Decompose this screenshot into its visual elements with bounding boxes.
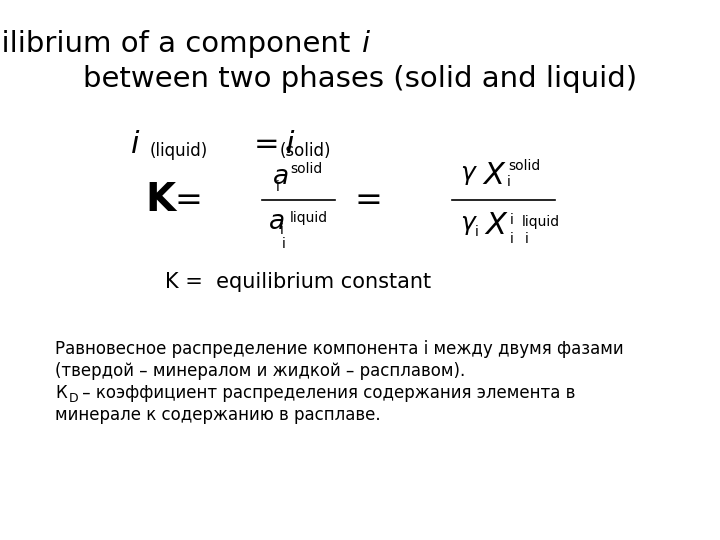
Text: i: i xyxy=(282,237,286,251)
Text: liquid: liquid xyxy=(290,211,328,225)
Text: (твердой – минералом и жидкой – расплавом).: (твердой – минералом и жидкой – расплаво… xyxy=(55,362,465,380)
Text: i: i xyxy=(362,30,370,58)
Text: i: i xyxy=(510,232,514,246)
Text: $\mathit{a}$: $\mathit{a}$ xyxy=(268,209,284,235)
Text: $\mathit{a}$: $\mathit{a}$ xyxy=(272,164,289,190)
Text: i: i xyxy=(510,213,514,227)
Text: liquid: liquid xyxy=(522,215,560,229)
Text: D: D xyxy=(69,392,78,405)
Text: $\mathit{\gamma}$: $\mathit{\gamma}$ xyxy=(460,163,478,187)
Text: (solid): (solid) xyxy=(280,142,331,160)
Text: Равновесное распределение компонента i между двумя фазами: Равновесное распределение компонента i м… xyxy=(55,340,624,358)
Text: =: = xyxy=(175,184,203,217)
Text: $\mathit{X}$: $\mathit{X}$ xyxy=(482,160,507,190)
Text: $\mathit{\gamma}$: $\mathit{\gamma}$ xyxy=(460,213,478,237)
Text: i: i xyxy=(507,175,511,189)
Text: between two phases (solid and liquid): between two phases (solid and liquid) xyxy=(83,65,637,93)
Text: =: = xyxy=(355,184,383,217)
Text: минерале к содержанию в расплаве.: минерале к содержанию в расплаве. xyxy=(55,406,381,424)
Text: (liquid): (liquid) xyxy=(150,142,208,160)
Text: i: i xyxy=(475,225,479,239)
Text: $= \it{i}$: $= \it{i}$ xyxy=(248,130,296,159)
Text: solid: solid xyxy=(508,159,540,173)
Text: K: K xyxy=(145,181,175,219)
Text: K =  equilibrium constant: K = equilibrium constant xyxy=(165,272,431,292)
Text: $\mathit{X}$: $\mathit{X}$ xyxy=(484,211,509,240)
Text: К: К xyxy=(55,384,67,402)
Text: i: i xyxy=(280,223,284,237)
Text: $\it{i}$: $\it{i}$ xyxy=(130,130,140,159)
Text: Exchange equilibrium of a component: Exchange equilibrium of a component xyxy=(0,30,360,58)
Text: solid: solid xyxy=(290,162,323,176)
Text: i: i xyxy=(276,180,280,194)
Text: – коэффициент распределения содержания элемента в: – коэффициент распределения содержания э… xyxy=(77,384,575,402)
Text: i: i xyxy=(525,232,529,246)
